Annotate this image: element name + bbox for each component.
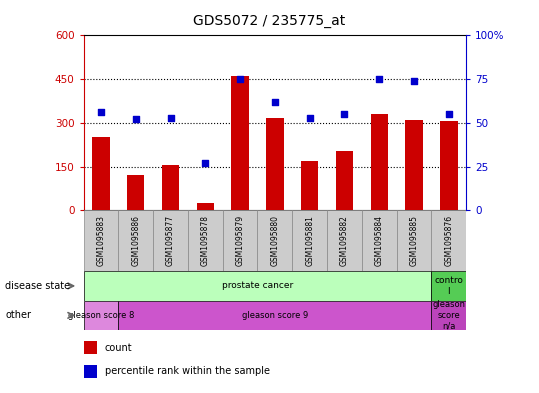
Bar xyxy=(188,210,223,271)
Point xyxy=(271,99,279,105)
Bar xyxy=(197,203,214,210)
Text: gleason score 9: gleason score 9 xyxy=(242,311,308,320)
Bar xyxy=(336,151,353,210)
Point xyxy=(445,111,453,117)
Text: gleason
score
n/a: gleason score n/a xyxy=(432,301,465,330)
Bar xyxy=(301,161,319,210)
Bar xyxy=(371,114,388,210)
Text: percentile rank within the sample: percentile rank within the sample xyxy=(105,366,270,376)
Bar xyxy=(119,301,431,330)
Bar xyxy=(405,120,423,210)
Point xyxy=(340,111,349,117)
Text: GSM1095885: GSM1095885 xyxy=(410,215,419,266)
Bar xyxy=(431,301,466,330)
Point xyxy=(132,116,140,123)
Text: GSM1095883: GSM1095883 xyxy=(96,215,106,266)
Text: GSM1095878: GSM1095878 xyxy=(201,215,210,266)
Bar xyxy=(92,138,109,210)
Bar xyxy=(440,121,458,210)
Point xyxy=(236,76,244,82)
Bar xyxy=(119,210,153,271)
Text: prostate cancer: prostate cancer xyxy=(222,281,293,290)
Bar xyxy=(431,210,466,271)
Text: GSM1095877: GSM1095877 xyxy=(166,215,175,266)
Bar xyxy=(162,165,179,210)
Bar xyxy=(327,210,362,271)
Bar xyxy=(84,365,97,378)
Bar xyxy=(266,118,284,210)
Text: GSM1095886: GSM1095886 xyxy=(131,215,140,266)
Text: count: count xyxy=(105,343,132,353)
Bar xyxy=(153,210,188,271)
Bar xyxy=(84,301,119,330)
Bar xyxy=(84,210,119,271)
Point xyxy=(201,160,210,166)
Bar xyxy=(84,341,97,354)
Bar xyxy=(362,210,397,271)
Bar xyxy=(258,210,292,271)
Point xyxy=(166,114,175,121)
Text: contro
l: contro l xyxy=(434,276,464,296)
Text: GDS5072 / 235775_at: GDS5072 / 235775_at xyxy=(194,14,345,28)
Text: disease state: disease state xyxy=(5,281,71,291)
Point xyxy=(96,109,105,116)
Bar xyxy=(292,210,327,271)
Bar xyxy=(223,210,258,271)
Text: gleason score 8: gleason score 8 xyxy=(68,311,134,320)
Text: GSM1095882: GSM1095882 xyxy=(340,215,349,266)
Text: GSM1095879: GSM1095879 xyxy=(236,215,245,266)
Text: GSM1095880: GSM1095880 xyxy=(271,215,279,266)
Point xyxy=(410,78,418,84)
Bar xyxy=(127,175,144,210)
Text: GSM1095884: GSM1095884 xyxy=(375,215,384,266)
Point xyxy=(306,114,314,121)
Bar xyxy=(231,76,249,210)
Text: GSM1095881: GSM1095881 xyxy=(305,215,314,266)
Bar xyxy=(397,210,431,271)
Point xyxy=(375,76,384,82)
Text: GSM1095876: GSM1095876 xyxy=(444,215,453,266)
Bar xyxy=(431,271,466,301)
Text: other: other xyxy=(5,310,31,320)
